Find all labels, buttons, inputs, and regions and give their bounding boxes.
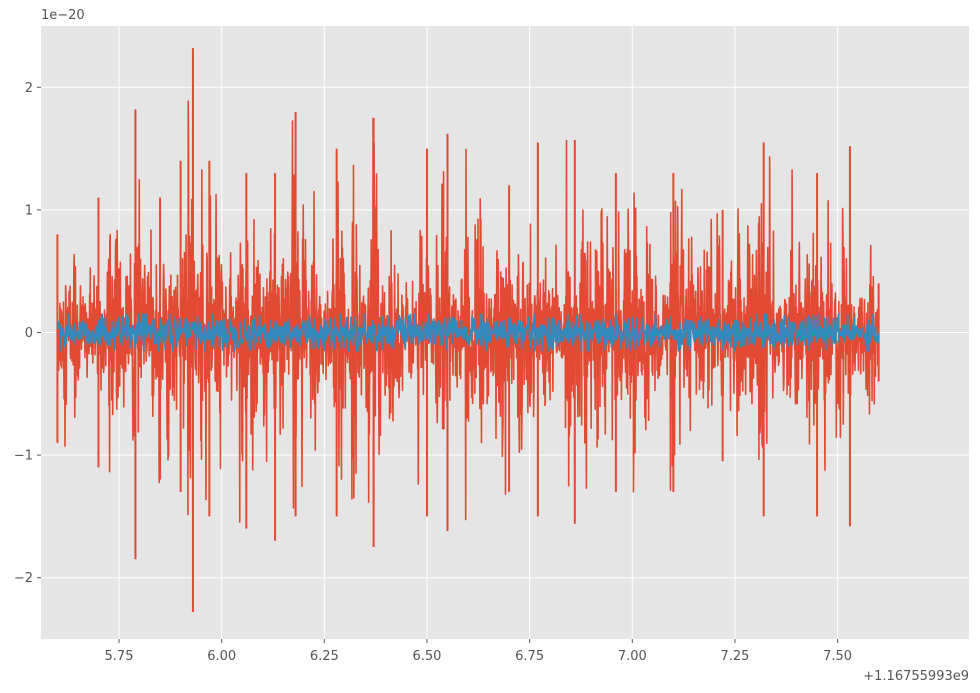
- series-line-0: [56, 100, 880, 523]
- ticks: 5.75 6.00 6.25 6.50 6.75 7.00 7.25 7.50 −2 −1 0 1 2: [14, 81, 852, 664]
- y-tick-label: 1: [25, 203, 33, 218]
- x-tick-label: 7.25: [720, 649, 749, 664]
- series-line-1: [56, 313, 880, 352]
- y-tick-label: 0: [25, 326, 33, 341]
- x-tick-label: 6.50: [413, 649, 442, 664]
- y-tick-label: 2: [25, 81, 33, 96]
- series-layer: [56, 48, 880, 613]
- x-tick-label: 5.75: [105, 649, 134, 664]
- y-tick-label: −1: [14, 449, 33, 464]
- x-tick-label: 6.75: [515, 649, 544, 664]
- x-tick-label: 7.00: [618, 649, 647, 664]
- y-tick-label: −2: [14, 571, 33, 586]
- x-tick-label: 6.25: [310, 649, 339, 664]
- y-scale-label: 1e−20: [41, 8, 85, 23]
- x-tick-label: 7.50: [823, 649, 852, 664]
- x-offset-label: +1.16755993e9: [863, 669, 969, 684]
- x-tick-label: 6.00: [207, 649, 236, 664]
